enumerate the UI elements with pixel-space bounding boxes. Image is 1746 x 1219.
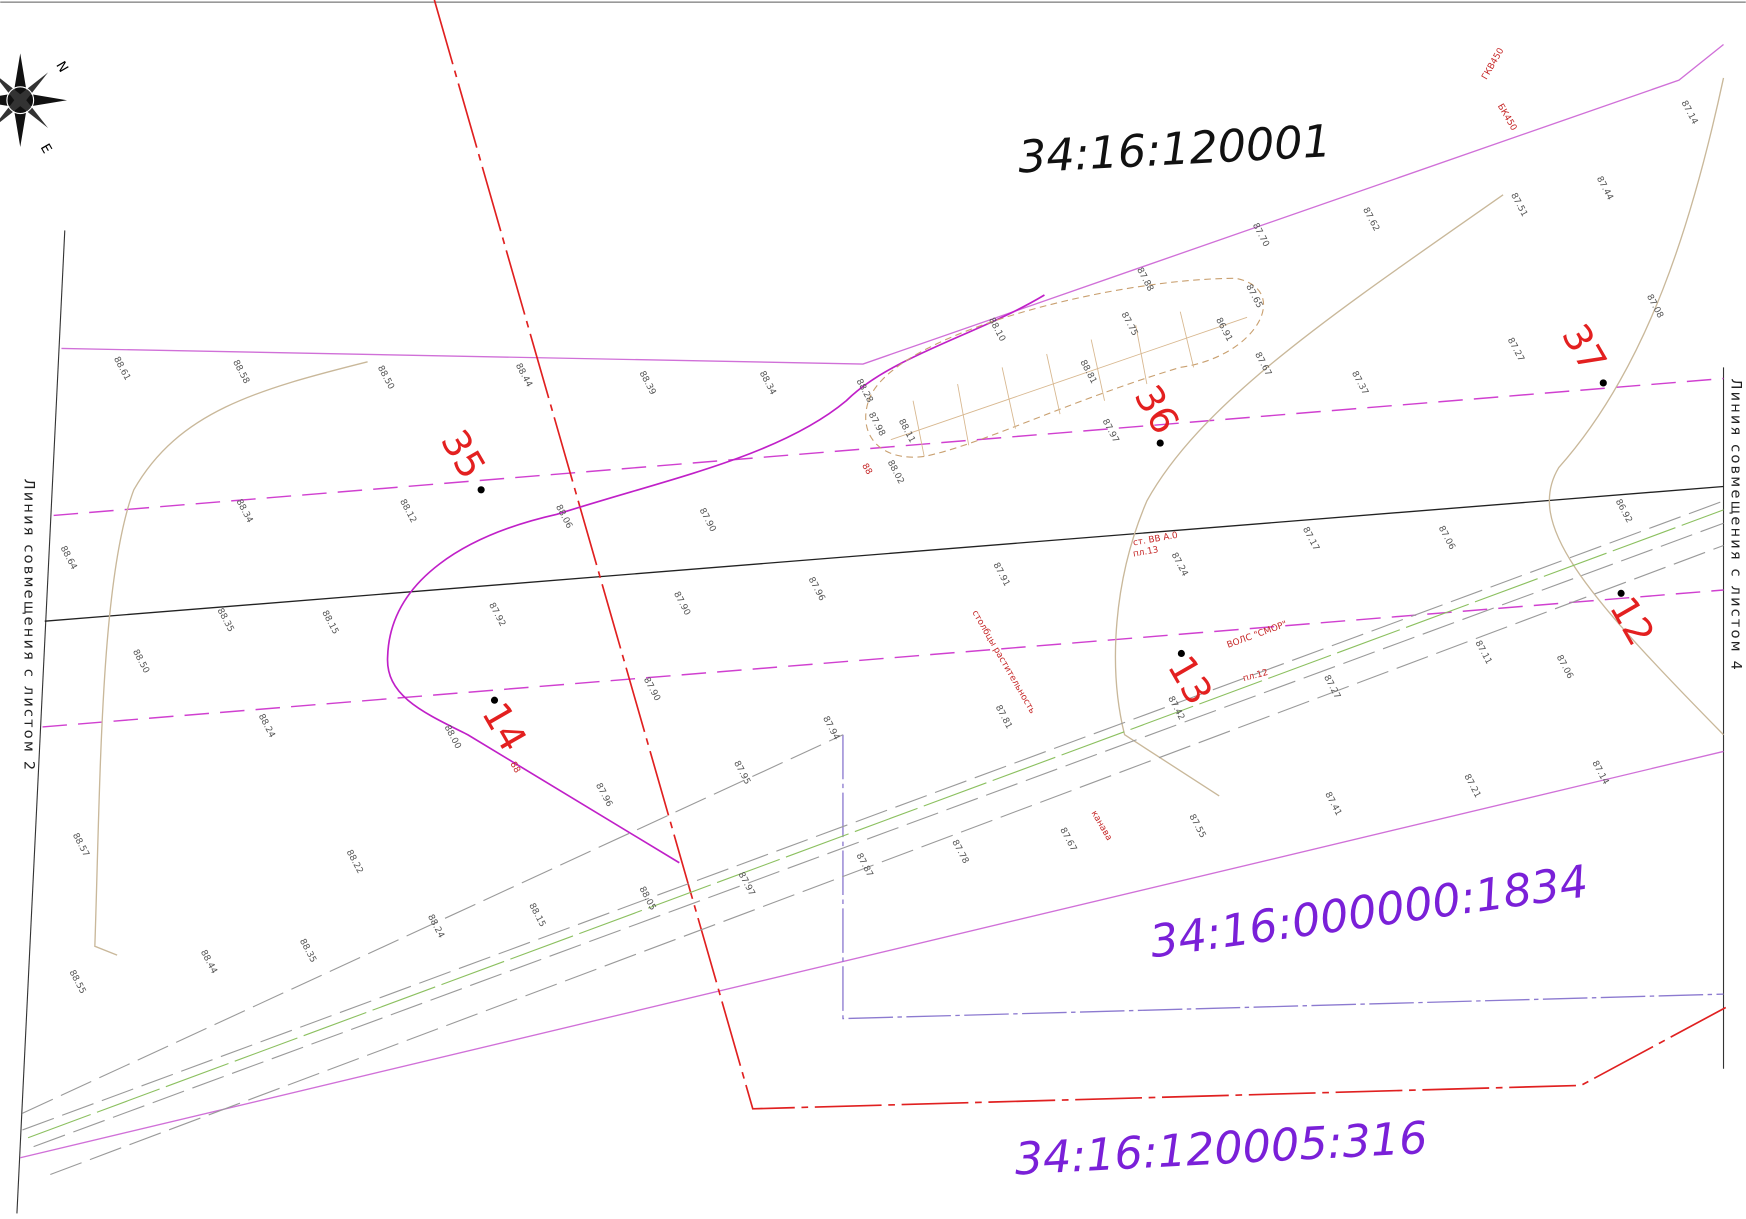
elevation: 87.08	[1644, 293, 1665, 320]
elevation: 87.90	[697, 507, 718, 534]
point-number: 36	[1126, 378, 1188, 442]
elevation: 87.98	[866, 411, 887, 438]
annotation: ВОЛС "СМОР"	[1226, 620, 1289, 651]
annotation: БК450	[1495, 102, 1519, 133]
elevation: 87.67	[1057, 826, 1078, 853]
elevation: 87.97	[736, 871, 757, 898]
sheet-line-label: Линия совмещения с листом 2	[21, 479, 37, 773]
elevation: 87.27	[1321, 674, 1342, 701]
elevation: 87.21	[1461, 773, 1482, 800]
elevation: 87.51	[1508, 192, 1529, 219]
elevation: 88.35	[215, 607, 236, 634]
elevation: 87.96	[806, 576, 827, 603]
point-number: 14	[473, 695, 535, 759]
north-arrow: N E	[0, 53, 70, 156]
elevation: 88.11	[896, 418, 917, 445]
elevation: 88.50	[375, 364, 396, 391]
survey-point	[1617, 589, 1625, 597]
survey-point	[1177, 649, 1185, 658]
elevation: 87.88	[1134, 266, 1155, 293]
labels: 34:16:12000134:16:000000:183434:16:12000…	[21, 46, 1744, 1185]
elevation: 87.96	[593, 782, 614, 809]
annotation: пл.12	[1242, 668, 1269, 684]
elevation: 87.90	[641, 676, 662, 703]
annotation: канава	[1089, 809, 1114, 842]
elevation: 87.41	[1322, 790, 1343, 817]
elevation: 88.06	[553, 503, 574, 530]
elevation: 87.44	[1594, 175, 1615, 202]
elevation: 88.10	[986, 316, 1007, 343]
elevation: 87.14	[1679, 99, 1700, 126]
elevation: 87.81	[993, 704, 1014, 731]
elevation: 88.39	[637, 370, 658, 397]
elevation: 88.34	[234, 498, 255, 525]
annotation: ГКВ450	[1480, 46, 1506, 81]
point-number: 37	[1553, 316, 1615, 380]
elevation: 88.24	[256, 713, 277, 740]
elevation: 88.15	[526, 902, 547, 929]
annotation: 88	[859, 462, 873, 477]
elevation: 87.27	[1505, 336, 1526, 363]
annotation: столбцы растительность	[969, 609, 1036, 716]
elevation: 88.05	[637, 885, 658, 912]
elevation: 88.61	[111, 355, 132, 382]
elevation: 88.34	[757, 370, 778, 397]
elevation: 87.06	[1436, 524, 1457, 551]
elevation: 87.37	[1349, 370, 1370, 397]
elevation: 88.22	[344, 848, 365, 875]
elevation: 87.24	[1169, 551, 1190, 578]
parcel-number: 34:16:120005:316	[1013, 1113, 1428, 1186]
compass-east: E	[37, 141, 54, 156]
elevation: 87.55	[1187, 813, 1208, 840]
elevation: 87.94	[820, 715, 841, 742]
annotation: пл.13	[1132, 545, 1159, 559]
elevation: 87.06	[1554, 654, 1575, 681]
elevation: 87.90	[671, 590, 692, 617]
elevation: 88.55	[67, 969, 88, 996]
elevation: 88.12	[397, 498, 418, 525]
elevation: 87.78	[949, 838, 970, 865]
elevation: 87.95	[731, 759, 752, 786]
survey-point	[1156, 439, 1164, 447]
point-number: 35	[432, 422, 494, 486]
elevation: 87.11	[1473, 639, 1494, 666]
elevation: 87.62	[1360, 206, 1381, 233]
elevation: 88.44	[513, 362, 534, 389]
elevation: 88.02	[885, 459, 906, 486]
compass-north: N	[52, 59, 70, 75]
elevation: 87.92	[486, 601, 507, 628]
sheet-line-label: Линия совмещения с листом 4	[1727, 379, 1743, 673]
elevation: 87.70	[1250, 222, 1271, 249]
elevation: 88.81	[1077, 359, 1098, 386]
elevation: 88.50	[130, 648, 151, 675]
survey-point	[477, 486, 485, 494]
parcel-number: 34:16:120001	[1017, 116, 1332, 183]
annotation: 88	[507, 760, 521, 775]
elevation: 88.58	[230, 359, 251, 386]
elevation: 86.91	[1213, 316, 1234, 343]
survey-point	[1599, 379, 1607, 387]
elevation: 88.44	[198, 949, 219, 976]
elevation: 88.64	[58, 544, 79, 571]
elevation: 87.17	[1300, 526, 1321, 553]
elevation: 86.92	[1613, 498, 1634, 525]
survey-point	[490, 696, 499, 704]
elevation: 88.00	[442, 724, 463, 751]
elevation: 88.57	[70, 832, 91, 859]
elevation: 87.97	[1100, 418, 1121, 445]
elevation: 87.91	[991, 561, 1012, 588]
elevation: 88.35	[297, 937, 318, 964]
elevation: 88.15	[319, 609, 340, 636]
elevation: 87.75	[1119, 311, 1140, 338]
elevation: 87.65	[1243, 283, 1264, 310]
